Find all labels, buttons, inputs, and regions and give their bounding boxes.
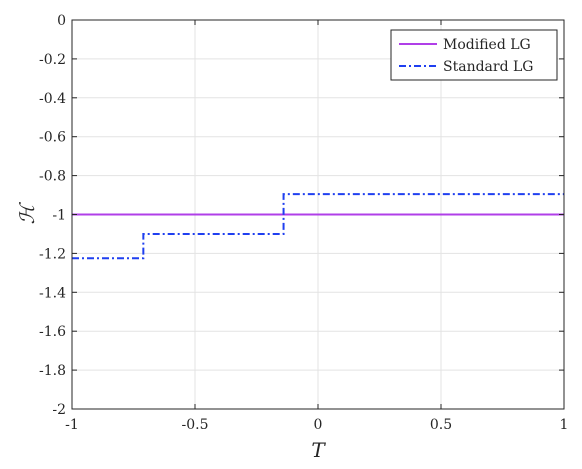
x-tick-label: 0 bbox=[314, 417, 323, 433]
y-axis-label: ℋ bbox=[15, 201, 39, 224]
legend: Modified LG Standard LG bbox=[390, 29, 558, 81]
y-tick-label: -0.8 bbox=[39, 169, 66, 185]
x-axis-label: T bbox=[311, 438, 326, 462]
legend-label: Modified LG bbox=[443, 37, 531, 53]
x-tick-label: 0.5 bbox=[430, 417, 452, 433]
x-tick-label: -0.5 bbox=[182, 417, 209, 433]
y-tick-label: 0 bbox=[57, 13, 66, 29]
series-line-2 bbox=[72, 193, 564, 260]
y-tick-label: -1.2 bbox=[39, 246, 66, 262]
legend-label: Standard LG bbox=[443, 59, 533, 75]
x-tick-label: -1 bbox=[65, 417, 79, 433]
y-tick-label: -1.8 bbox=[39, 363, 66, 379]
x-tick-label: 1 bbox=[560, 417, 569, 433]
y-tick-label: -1.4 bbox=[39, 285, 66, 301]
y-tick-label: -1 bbox=[52, 208, 66, 224]
y-tick-label: -0.4 bbox=[39, 91, 66, 107]
series-layer bbox=[72, 193, 564, 260]
y-tick-label: -1.6 bbox=[39, 324, 66, 340]
y-tick-label: -2 bbox=[52, 402, 66, 418]
y-tick-label: -0.6 bbox=[39, 130, 66, 146]
y-tick-label: -0.2 bbox=[39, 52, 66, 68]
axis-ticks: -1 -0.5 0 0.5 1 0 -0.2 -0.4 -0.6 -0.8 -1 -1.2 -1.4 -1… bbox=[39, 13, 568, 433]
legend-box bbox=[390, 29, 558, 81]
